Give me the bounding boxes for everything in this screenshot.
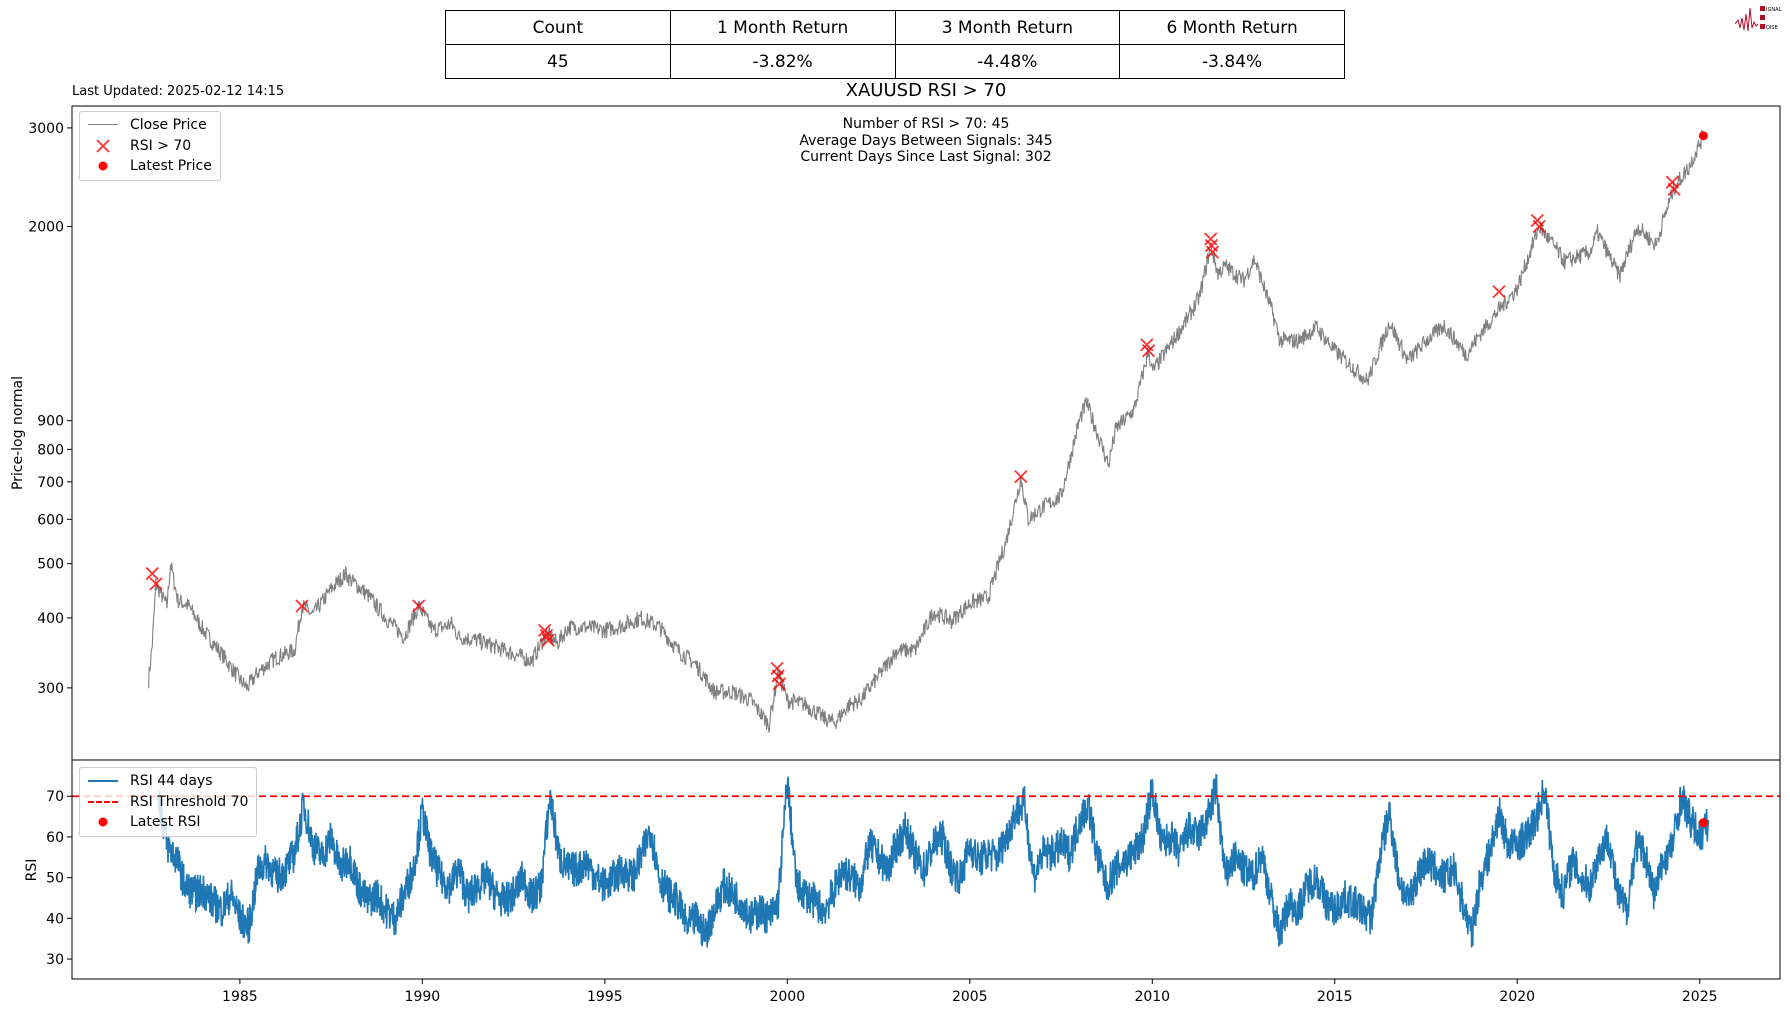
rsi-signal-marker [412,599,426,613]
rsi-axes: 30 40 50 60 70 1985 1990 1995 2000 2005 2010 2015 20… [46,759,1781,1005]
rsi-y-axis-label: RSI [24,858,40,882]
line-swatch-icon [86,118,120,132]
header-6m-return: 6 Month Return [1119,10,1345,45]
y-tick-label: 400 [37,611,64,627]
stats-value-row: 45 -3.82% -4.48% -3.84% [445,44,1345,79]
signal-stats-annotation: Number of RSI > 70: 45 Average Days Betw… [72,116,1780,166]
annotation-line: Current Days Since Last Signal: 302 [800,149,1052,165]
y-tick-label: 50 [46,871,64,887]
rsi-signal-marker [295,599,309,613]
last-updated: Last Updated: 2025-02-12 14:15 [72,84,285,99]
rsi-legend: RSI 44 days RSI Threshold 70 Latest RSI [79,767,258,837]
legend-label: Close Price [130,117,207,134]
close-price-line [148,129,1704,733]
rsi-signal-marker [1141,344,1156,358]
annotation-line: Average Days Between Signals: 345 [799,132,1053,149]
y-tick-label: 500 [37,557,64,573]
rsi-signal-marker [539,628,554,643]
price-legend: Close Price RSI > 70 Latest Price [79,111,221,181]
rsi-signal-marker [1014,470,1028,484]
x-tick-label: 2020 [1499,989,1535,1005]
legend-label: RSI 44 days [130,773,213,790]
price-y-axis-label: Price-log normal [10,375,26,491]
svg-text:IGNAL: IGNAL [1766,7,1782,13]
x-tick-label: 1990 [405,989,441,1005]
y-tick-label: 700 [37,475,64,491]
y-tick-label: 30 [46,952,64,968]
value-1m-return: -3.82% [669,44,896,79]
rsi-line [157,773,1710,948]
legend-item-rsi-signal: RSI > 70 [86,136,212,157]
x-tick-label: 2000 [769,989,805,1005]
y-tick-label: 70 [46,789,64,805]
dot-marker-icon [86,159,120,173]
annotation-line: Number of RSI > 70: 45 [842,116,1010,132]
legend-item-latest-rsi: Latest RSI [86,812,248,833]
y-tick-label: 600 [37,512,64,528]
y-tick-label: 40 [46,911,64,927]
price-axes-frame [71,105,1781,761]
rsi-signal-marker [1532,219,1546,234]
legend-label: RSI > 70 [130,137,192,154]
value-count: 45 [445,44,671,79]
stats-header-row: Count 1 Month Return 3 Month Return 6 Mo… [445,10,1345,45]
header-1m-return: 1 Month Return [669,10,896,45]
latest-rsi-marker [1698,818,1708,828]
legend-label: Latest Price [130,158,212,175]
rsi-axes-frame [71,759,1781,980]
stats-table: Count 1 Month Return 3 Month Return 6 Mo… [445,10,1345,79]
latest-price-marker [1698,131,1708,141]
y-tick-label: 3000 [28,121,64,137]
value-3m-return: -4.48% [894,44,1121,79]
x-tick-label: 1995 [587,989,623,1005]
value-6m-return: -3.84% [1119,44,1345,79]
y-tick-label: 300 [37,681,64,697]
y-tick-label: 2000 [28,220,64,236]
legend-item-close-price: Close Price [86,115,212,136]
legend-item-latest-price: Latest Price [86,156,212,177]
price-axes: 300 400 500 600 700 800 900 2000 3000 [28,105,1781,761]
rsi-signal-marker [1492,285,1506,299]
x-tick-label: 2025 [1682,989,1718,1005]
rsi-signal-marker [772,677,786,691]
header-count: Count [445,10,671,45]
y-tick-label: 60 [46,830,64,846]
svg-text:OISE: OISE [1766,25,1778,31]
y-tick-label: 800 [37,442,64,458]
legend-label: Latest RSI [130,814,201,831]
x-marker-icon [86,139,120,153]
header-3m-return: 3 Month Return [894,10,1121,45]
legend-label: RSI Threshold 70 [130,793,249,810]
rsi-signal-marker [541,633,555,647]
line-swatch-icon [86,774,120,788]
x-tick-label: 2015 [1317,989,1353,1005]
chart-title: XAUUSD RSI > 70 [845,80,1007,101]
rsi-signal-marker [149,577,163,591]
legend-item-threshold: RSI Threshold 70 [86,792,248,813]
x-tick-label: 1985 [222,989,258,1005]
rsi-signal-marker [1205,245,1220,259]
x-tick-label: 2005 [952,989,988,1005]
rsi-signal-marker [145,566,159,581]
dot-marker-icon [86,815,120,829]
x-tick-label: 2010 [1134,989,1170,1005]
legend-item-rsi: RSI 44 days [86,771,248,792]
y-tick-label: 900 [37,414,64,430]
dashed-line-swatch-icon [86,795,120,809]
signal2noise-logo: IGNAL OISE [1735,6,1782,32]
rsi-signal-marker [1667,182,1681,197]
